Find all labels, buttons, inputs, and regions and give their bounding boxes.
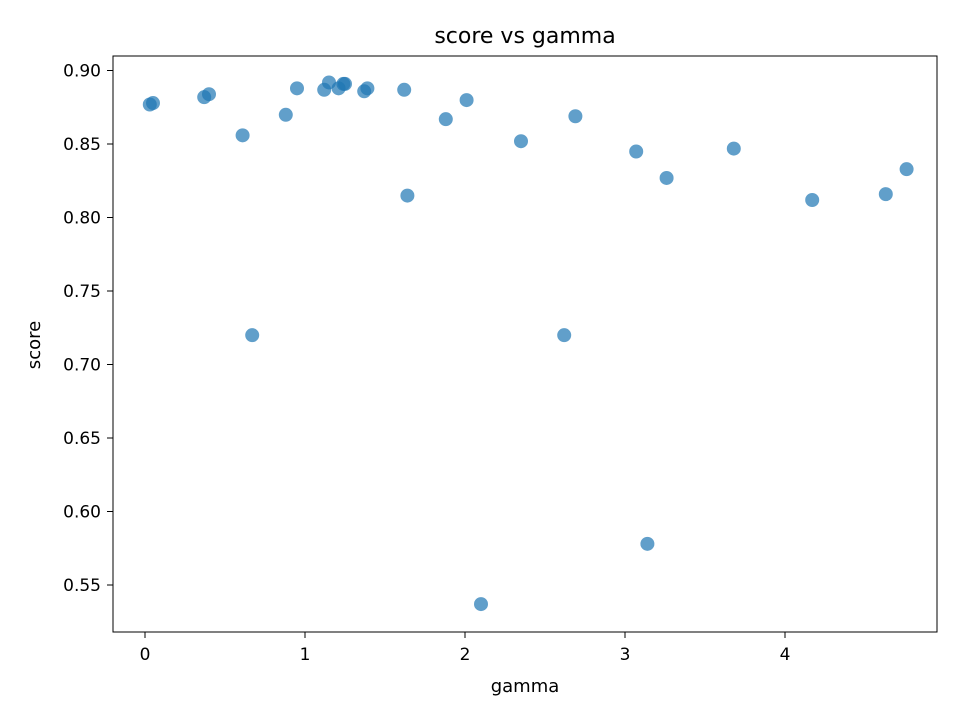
chart-title: score vs gamma xyxy=(434,24,615,49)
scatter-point xyxy=(202,87,216,102)
y-tick-label: 0.75 xyxy=(63,282,101,302)
y-tick-label: 0.60 xyxy=(63,503,101,523)
x-tick-label: 2 xyxy=(460,645,471,665)
x-tick-label: 1 xyxy=(300,645,311,665)
x-tick-label: 0 xyxy=(140,645,151,665)
plot-frame xyxy=(112,55,938,633)
y-tick-label: 0.70 xyxy=(63,356,101,376)
y-axis-label: score xyxy=(24,321,45,369)
scatter-point xyxy=(474,597,488,612)
y-tick-label: 0.55 xyxy=(63,576,101,596)
scatter-point xyxy=(290,81,304,96)
scatter-point xyxy=(438,112,453,127)
scatter-point xyxy=(146,96,160,111)
scatter-point xyxy=(899,162,914,177)
y-tick-label: 0.90 xyxy=(63,62,101,82)
scatter-point xyxy=(568,109,583,124)
scatter-point xyxy=(245,328,260,343)
y-axis-ticks: 0.55 0.60 0.65 0.70 0.75 0.80 0.85 0.90 xyxy=(63,62,113,596)
scatter-point xyxy=(514,134,528,149)
scatter-point xyxy=(235,128,250,143)
scatter-point xyxy=(459,93,474,108)
scatter-point xyxy=(726,141,741,156)
y-tick-label: 0.65 xyxy=(63,429,101,449)
scatter-point xyxy=(400,188,415,203)
y-tick-label: 0.85 xyxy=(63,135,101,155)
scatter-point xyxy=(640,536,655,551)
scatter-point xyxy=(397,82,412,97)
scatter-point xyxy=(360,81,375,96)
scatter-point xyxy=(629,144,644,159)
data-points xyxy=(142,75,914,612)
x-tick-label: 4 xyxy=(780,645,791,665)
x-axis-ticks: 0 1 2 3 4 xyxy=(140,632,791,665)
scatter-point xyxy=(278,107,293,122)
x-tick-label: 3 xyxy=(620,645,631,665)
scatter-point xyxy=(557,328,572,343)
scatter-point xyxy=(659,170,674,185)
y-tick-label: 0.80 xyxy=(63,209,101,229)
scatter-point xyxy=(805,193,820,207)
scatter-point xyxy=(878,187,893,202)
x-axis-label: gamma xyxy=(491,676,560,697)
scatter-point xyxy=(338,76,352,91)
